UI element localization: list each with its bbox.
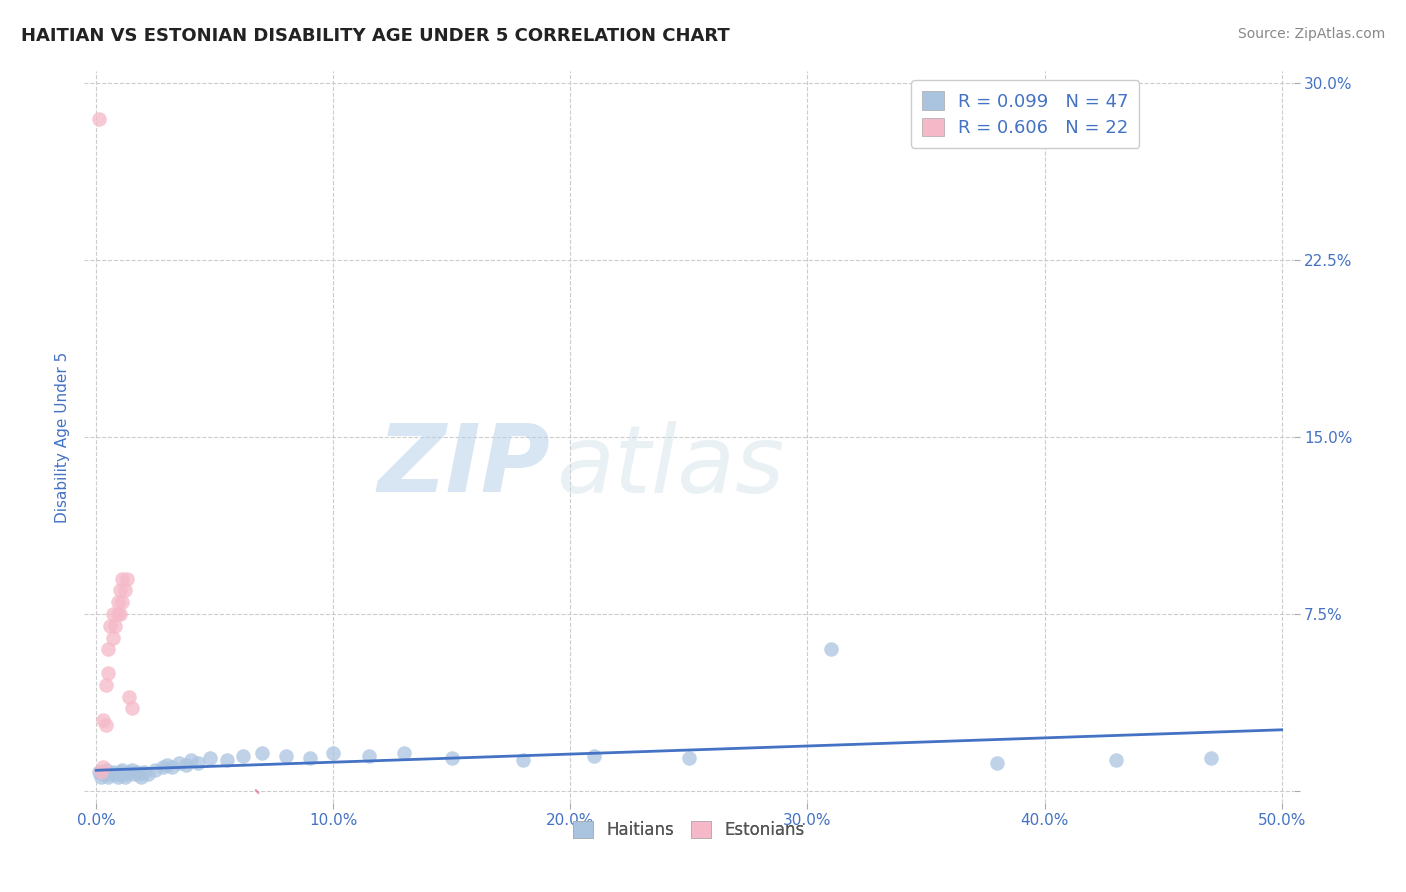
Point: [91, 713, 114, 727]
Point: [101, 607, 124, 621]
Point: [100, 619, 122, 633]
Point: [440, 751, 463, 765]
Point: [322, 746, 344, 760]
Point: [156, 758, 179, 772]
Point: [274, 748, 297, 763]
Point: [1199, 751, 1222, 765]
Point: [1105, 753, 1128, 767]
Point: [250, 746, 273, 760]
Point: [104, 767, 127, 781]
Point: [111, 595, 134, 609]
Point: [129, 770, 152, 784]
Point: [512, 753, 534, 767]
Text: HAITIAN VS ESTONIAN DISABILITY AGE UNDER 5 CORRELATION CHART: HAITIAN VS ESTONIAN DISABILITY AGE UNDER…: [21, 27, 730, 45]
Point: [111, 572, 134, 586]
Point: [94, 678, 117, 692]
Point: [108, 767, 131, 781]
Text: Source: ZipAtlas.com: Source: ZipAtlas.com: [1237, 27, 1385, 41]
Point: [100, 767, 122, 781]
Point: [122, 767, 145, 781]
Point: [583, 748, 606, 763]
Point: [160, 760, 183, 774]
Point: [176, 758, 198, 772]
Point: [678, 751, 700, 765]
Point: [180, 753, 202, 767]
Point: [104, 619, 127, 633]
Point: [187, 756, 209, 770]
Point: [298, 751, 321, 765]
Point: [108, 583, 131, 598]
Point: [198, 751, 221, 765]
Point: [986, 756, 1008, 770]
Point: [97, 770, 120, 784]
Point: [125, 765, 148, 780]
Point: [132, 765, 155, 780]
Text: ZIP: ZIP: [377, 420, 550, 512]
Text: atlas: atlas: [555, 421, 785, 512]
Point: [94, 763, 117, 777]
Point: [97, 642, 120, 657]
Point: [97, 666, 120, 681]
Point: [87, 112, 110, 126]
Point: [87, 765, 110, 780]
Legend: Haitians, Estonians: Haitians, Estonians: [567, 814, 811, 846]
Point: [108, 607, 131, 621]
Point: [152, 760, 174, 774]
Point: [107, 607, 129, 621]
Point: [101, 631, 124, 645]
Point: [394, 746, 416, 760]
Point: [115, 767, 138, 781]
Point: [145, 763, 167, 777]
Point: [138, 767, 160, 781]
Point: [118, 765, 141, 780]
Point: [111, 763, 134, 777]
Point: [108, 765, 131, 780]
Point: [121, 763, 143, 777]
Point: [232, 748, 254, 763]
Point: [128, 767, 150, 781]
Point: [90, 770, 112, 784]
Point: [115, 572, 138, 586]
Point: [107, 770, 129, 784]
Point: [820, 642, 842, 657]
Point: [91, 760, 114, 774]
Point: [118, 690, 141, 704]
Point: [107, 595, 129, 609]
Point: [215, 753, 238, 767]
Point: [114, 583, 136, 598]
Point: [121, 701, 143, 715]
Point: [114, 770, 136, 784]
Point: [167, 756, 190, 770]
Point: [101, 765, 124, 780]
Point: [94, 718, 117, 732]
Point: [357, 748, 380, 763]
Point: [91, 767, 114, 781]
Y-axis label: Disability Age Under 5: Disability Age Under 5: [55, 351, 70, 523]
Point: [90, 765, 112, 780]
